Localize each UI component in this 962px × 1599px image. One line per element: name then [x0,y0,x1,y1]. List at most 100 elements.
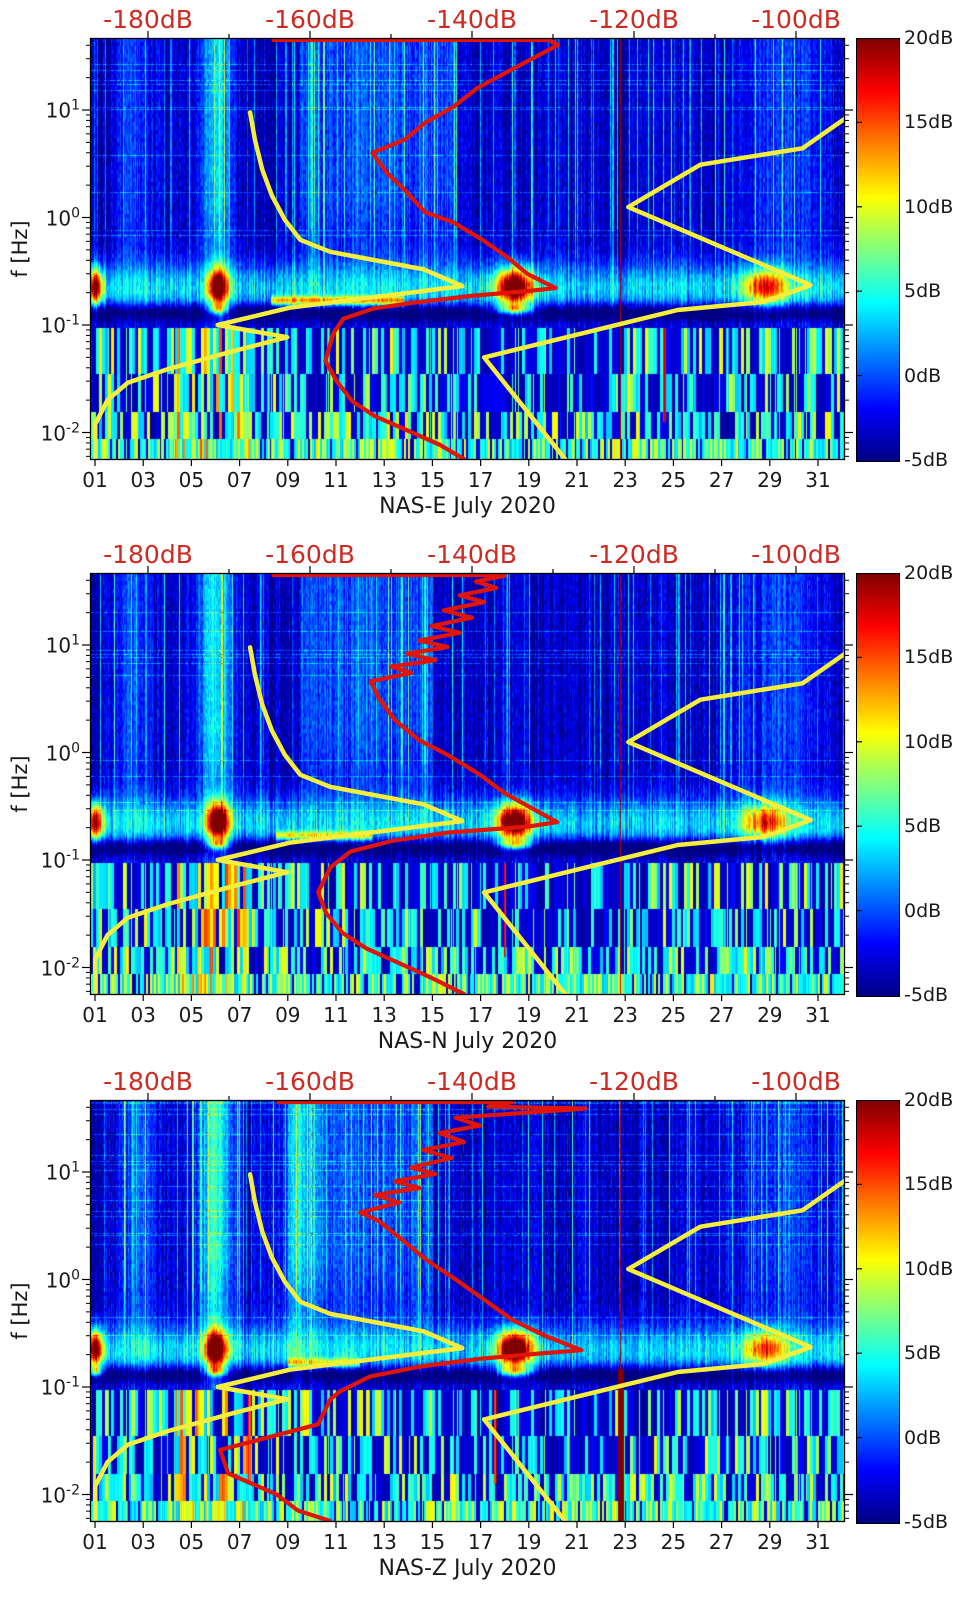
x-axis-tick-label: 17 [467,1003,494,1027]
x-axis-tick-label: 31 [805,1530,831,1554]
y-axis-tick-label: 100 [45,205,80,230]
x-axis-tick-label: 03 [130,468,156,492]
top-axis-tick-label: -100dB [751,5,841,34]
x-axis-tick-label: 07 [226,1530,253,1554]
top-axis-tick-label: -100dB [751,1067,841,1096]
colorbar-tick-label: 15dB [904,111,954,134]
colorbar-tick-label: 15dB [904,1173,954,1196]
colorbar-tick-label: 0dB [904,899,942,922]
y-axis-tick-label: 10-2 [40,955,80,980]
colorbar-tick-label: 5dB [904,1342,942,1365]
top-axis-tick-label: -120dB [589,540,679,569]
y-axis-tick-label: 10-1 [40,847,80,873]
x-axis-tick-label: 23 [612,1003,638,1027]
y-axis-tick-label: 101 [45,632,80,658]
spectrogram-canvas-nas-e [90,38,845,460]
colorbar-tick-label: 5dB [904,280,942,303]
x-axis-tick-label: 05 [178,1530,205,1554]
colorbar-tick-label: -5dB [904,449,949,471]
x-axis-tick-label: 21 [564,1003,590,1027]
top-axis-tick-label: -180dB [103,540,193,569]
colorbar-tick-label: 0dB [904,364,942,387]
top-axis-tick-label: -180dB [103,5,193,34]
colorbar-tick-label: -5dB [904,1511,949,1533]
colorbar-tick-label: 10dB [904,730,954,753]
x-axis-tick-label: 21 [564,1530,590,1554]
x-axis-tick-label: 15 [419,1003,446,1027]
x-axis-tick-label: 17 [467,1530,494,1554]
colorbar-tick-label: 10dB [904,195,954,218]
top-axis-tick-label: -120dB [589,5,679,34]
x-axis-tick-label: 11 [323,468,349,492]
x-axis-tick-label: 23 [612,468,638,492]
x-axis-tick-label: 03 [130,1530,156,1554]
panel-title-nas-n: NAS-N July 2020 [377,1029,558,1054]
x-axis-tick-label: 11 [323,1530,349,1554]
y-axis-tick-label: 100 [45,1267,80,1292]
panel-title-nas-z: NAS-Z July 2020 [378,1556,557,1581]
x-axis-tick-label: 19 [516,1003,542,1027]
x-axis-tick-label: 11 [323,1003,349,1027]
y-axis-tick-label: 10-1 [40,312,80,338]
top-axis-tick-label: -160dB [265,1067,355,1096]
x-axis-tick-label: 29 [757,1003,783,1027]
y-axis-tick-label: 101 [45,97,80,123]
x-axis-tick-label: 19 [516,468,542,492]
spectrogram-canvas-nas-n [90,573,845,995]
x-axis-tick-label: 09 [275,1530,301,1554]
colorbar-tick-label: 20dB [904,27,954,49]
colorbar-tick-label: 5dB [904,815,942,838]
x-axis-tick-label: 13 [371,1003,397,1027]
top-axis-tick-label: -160dB [265,540,355,569]
top-axis-tick-label: -180dB [103,1067,193,1096]
x-axis-tick-label: 25 [660,1530,687,1554]
y-axis-tick-label: 10-2 [40,1482,80,1507]
colorbar-tick-label: 20dB [904,562,954,584]
y-axis-tick-label: 10-2 [40,420,80,445]
spectrogram-canvas-nas-z [90,1100,845,1522]
x-axis-tick-label: 07 [226,468,253,492]
top-axis-tick-label: -140dB [427,540,517,569]
x-axis-tick-label: 23 [612,1530,638,1554]
x-axis-tick-label: 13 [371,468,397,492]
x-axis-tick-label: 05 [178,1003,205,1027]
colorbar [856,1100,900,1524]
y-axis-tick-label: 10-1 [40,1374,80,1400]
x-axis-tick-label: 29 [757,1530,783,1554]
colorbar-tick-label: 10dB [904,1257,954,1280]
top-axis-tick-label: -160dB [265,5,355,34]
x-axis-tick-label: 01 [82,1530,108,1554]
x-axis-tick-label: 21 [564,468,590,492]
x-axis-tick-label: 19 [516,1530,542,1554]
colorbar-tick-label: 20dB [904,1089,954,1111]
top-axis-tick-label: -100dB [751,540,841,569]
colorbar-tick-label: 0dB [904,1426,942,1449]
x-axis-tick-label: 17 [467,468,494,492]
x-axis-tick-label: 15 [419,1530,446,1554]
x-axis-tick-label: 01 [82,1003,108,1027]
x-axis-tick-label: 09 [275,1003,301,1027]
y-axis-tick-label: 100 [45,740,80,765]
x-axis-tick-label: 29 [757,468,783,492]
colorbar-tick-label: 15dB [904,646,954,669]
x-axis-tick-label: 13 [371,1530,397,1554]
x-axis-tick-label: 15 [419,468,446,492]
top-axis-tick-label: -140dB [427,5,517,34]
x-axis-tick-label: 09 [275,468,301,492]
x-axis-tick-label: 05 [178,468,205,492]
top-axis-tick-label: -140dB [427,1067,517,1096]
x-axis-tick-label: 07 [226,1003,253,1027]
top-axis-tick-label: -120dB [589,1067,679,1096]
colorbar-tick-label: -5dB [904,984,949,1006]
colorbar [856,573,900,997]
x-axis-tick-label: 27 [708,1530,735,1554]
x-axis-tick-label: 31 [805,468,831,492]
x-axis-tick-label: 03 [130,1003,156,1027]
x-axis-tick-label: 27 [708,1003,735,1027]
panel-title-nas-e: NAS-E July 2020 [379,494,556,519]
y-axis-tick-label: 101 [45,1159,80,1185]
x-axis-tick-label: 25 [660,468,687,492]
x-axis-tick-label: 31 [805,1003,831,1027]
